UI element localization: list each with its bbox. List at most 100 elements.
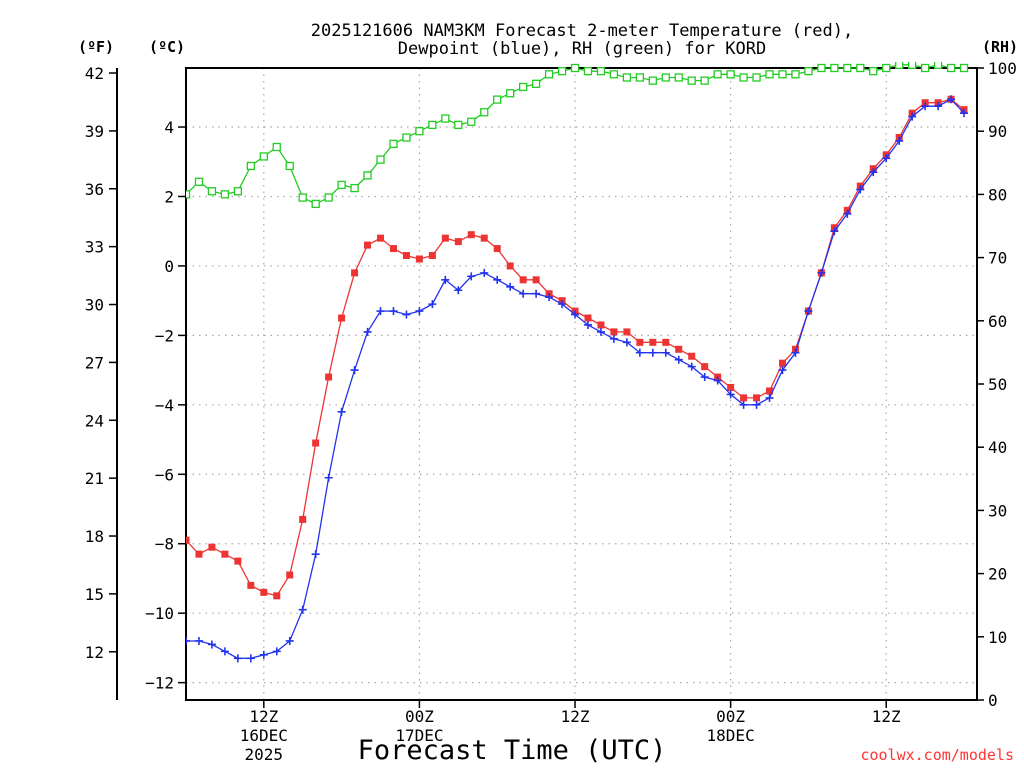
rh-point [765, 70, 774, 79]
fahrenheit-tick-label: 33 [85, 238, 104, 257]
temperature-point [428, 252, 436, 260]
fahrenheit-tick-label: 39 [85, 122, 104, 141]
dewpoint-point [467, 272, 476, 281]
temperature-point [186, 536, 190, 544]
rh-tick-label: 80 [988, 185, 1007, 204]
rh-unit-label: (RH) [982, 38, 1018, 56]
rh-point [454, 120, 463, 130]
rh-point [350, 183, 359, 193]
rh-point [687, 76, 696, 85]
fahrenheit-tick-label: 15 [85, 585, 104, 604]
dewpoint-point [778, 366, 787, 375]
rh-point [882, 63, 891, 73]
dewpoint-series [186, 95, 969, 663]
celsius-tick-label: 0 [164, 257, 174, 276]
chart-title-line-2: Dewpoint (blue), RH (green) for KORD [398, 39, 766, 59]
rh-tick-label: 40 [988, 438, 1007, 457]
rh-point [804, 67, 813, 76]
celsius-tick-label: −12 [145, 674, 174, 693]
dewpoint-point [350, 366, 359, 375]
temperature-point [753, 394, 761, 402]
temperature-point [532, 276, 540, 284]
dewpoint-point [583, 320, 592, 329]
rh-point [220, 190, 230, 199]
temperature-point [740, 394, 748, 402]
dewpoint-point [726, 390, 735, 399]
rh-point [609, 70, 619, 79]
dewpoint-point [622, 338, 631, 347]
temperature-point [338, 314, 346, 322]
rh-point [570, 63, 580, 73]
dewpoint-point [389, 307, 398, 316]
celsius-tick-label: 2 [164, 187, 174, 206]
x-axis-label: Forecast Time (UTC) [358, 735, 667, 766]
time-tick-label: 00Z [716, 707, 745, 726]
rh-tick-label: 100 [988, 59, 1017, 78]
celsius-tick-label: −10 [145, 604, 174, 623]
dewpoint-point [687, 362, 696, 371]
rh-point [272, 142, 281, 152]
rh-point [246, 161, 255, 171]
rh-point [778, 70, 787, 79]
temperature-point [467, 231, 475, 239]
time-tick-label: 12Z [249, 707, 278, 726]
fahrenheit-axis-ticks: 12 15 18 21 24 27 30 33 36 39 42 [85, 64, 117, 662]
rh-point [817, 63, 826, 73]
temperature-point [636, 338, 644, 346]
dewpoint-point [804, 307, 813, 316]
temperature-point [506, 262, 514, 270]
fahrenheit-tick-label: 21 [85, 469, 104, 488]
temperature-point [247, 581, 255, 589]
rh-point [661, 73, 670, 82]
temperature-point [377, 234, 385, 242]
dewpoint-point [960, 109, 969, 118]
rh-point [791, 70, 800, 79]
rh-point [830, 63, 839, 73]
dewpoint-point [571, 310, 580, 319]
chart-title-line-1: 2025121606 NAM3KM Forecast 2-meter Tempe… [311, 21, 853, 41]
temperature-point [351, 269, 359, 277]
temperature-point [454, 238, 462, 246]
dewpoint-point [752, 400, 761, 409]
rh-point [376, 155, 385, 164]
celsius-axis-ticks: −12 −10 −8 −6 −4 −2 0 2 4 [145, 118, 186, 693]
rh-point [207, 187, 217, 196]
rh-point [557, 67, 567, 76]
temperature-point [766, 387, 774, 395]
rh-point [298, 193, 307, 202]
time-tick-label: 12Z [561, 707, 590, 726]
dewpoint-point [428, 300, 437, 309]
temperature-point [623, 328, 631, 336]
rh-point [363, 171, 372, 180]
plot-area [186, 62, 969, 663]
dewpoint-point [609, 334, 618, 343]
rh-point [713, 70, 722, 79]
rh-series [186, 62, 969, 209]
rh-tick-label: 30 [988, 501, 1007, 520]
dewpoint-point [194, 636, 203, 645]
celsius-tick-label: −6 [155, 465, 174, 484]
time-tick-date-label: 18DEC [707, 726, 755, 745]
temperature-point [260, 588, 268, 596]
rh-point [895, 62, 904, 69]
dewpoint-line [186, 98, 965, 659]
rh-tick-label: 20 [988, 565, 1007, 584]
dewpoint-point [480, 268, 489, 277]
temperature-point [701, 363, 709, 371]
rh-point [531, 79, 541, 88]
rh-tick-label: 70 [988, 249, 1007, 268]
fahrenheit-tick-label: 27 [85, 353, 104, 372]
time-tick-label: 12Z [872, 707, 901, 726]
dewpoint-point [233, 654, 242, 663]
fahrenheit-tick-label: 24 [85, 411, 104, 430]
temperature-point [415, 255, 423, 263]
rh-point [674, 73, 683, 82]
temperature-point [325, 373, 333, 381]
dewpoint-point [454, 286, 463, 295]
rh-point [908, 62, 917, 69]
dewpoint-point [661, 348, 670, 357]
fahrenheit-tick-label: 36 [85, 180, 104, 199]
rh-point [493, 95, 502, 104]
dewpoint-point [311, 550, 320, 559]
dewpoint-point [817, 268, 826, 277]
